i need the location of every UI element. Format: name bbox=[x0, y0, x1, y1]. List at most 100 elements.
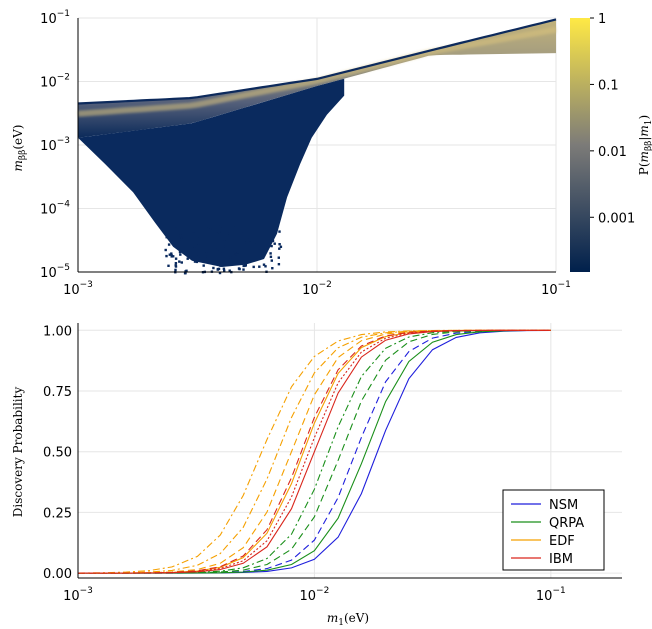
funnel-speck bbox=[197, 244, 200, 247]
x-tick-label: 10−3 bbox=[63, 280, 93, 298]
funnel-speck bbox=[164, 248, 167, 252]
funnel-speck bbox=[237, 267, 241, 270]
funnel-speck bbox=[219, 264, 222, 267]
funnel-speck bbox=[234, 249, 237, 253]
funnel-speck bbox=[275, 225, 279, 229]
funnel-speck bbox=[236, 253, 240, 257]
colorbar-ticks: 1 0.1 0.01 0.001 bbox=[590, 12, 635, 226]
funnel-speck bbox=[205, 225, 208, 228]
funnel-speck bbox=[239, 232, 243, 235]
funnel-speck bbox=[270, 244, 273, 248]
band-ridge bbox=[77, 26, 557, 117]
colorbar-label: P(mββ|m1) bbox=[637, 115, 652, 175]
funnel-speck bbox=[212, 266, 215, 270]
funnel-speck bbox=[179, 234, 182, 237]
funnel-speck bbox=[197, 255, 200, 258]
line-x-ticks: 10−3 10−2 10−1 bbox=[63, 586, 566, 604]
funnel-speck bbox=[231, 261, 235, 265]
funnel-speck bbox=[245, 241, 248, 244]
funnel-speck bbox=[264, 265, 267, 268]
funnel-speck bbox=[269, 252, 272, 255]
funnel-speck bbox=[216, 232, 219, 235]
funnel-speck bbox=[258, 238, 261, 241]
funnel-speck bbox=[269, 255, 273, 258]
funnel-speck bbox=[242, 230, 246, 233]
colorbar-tick-label: 0.01 bbox=[598, 145, 627, 160]
y-tick-label: 1.00 bbox=[43, 324, 72, 339]
legend-label: QRPA bbox=[549, 516, 584, 531]
funnel-speck bbox=[253, 234, 256, 238]
funnel-speck bbox=[216, 267, 220, 271]
colorbar-tick-label: 0.001 bbox=[598, 211, 635, 226]
funnel-speck bbox=[167, 264, 170, 267]
x-tick-label: 10−2 bbox=[300, 586, 330, 604]
funnel-speck bbox=[235, 253, 238, 256]
funnel-region bbox=[78, 78, 345, 267]
series-line bbox=[77, 329, 551, 574]
legend-label: EDF bbox=[549, 534, 575, 549]
funnel-speck bbox=[222, 267, 226, 270]
series-line bbox=[78, 329, 551, 574]
funnel-speck bbox=[180, 261, 183, 264]
funnel-speck bbox=[269, 226, 272, 230]
funnel-speck bbox=[188, 246, 191, 250]
funnel-speck bbox=[174, 262, 178, 265]
funnel-speck bbox=[277, 256, 280, 259]
funnel-speck bbox=[172, 255, 175, 258]
funnel-speck bbox=[242, 248, 246, 251]
funnel-speck bbox=[165, 236, 168, 239]
funnel-speck bbox=[168, 253, 171, 256]
heatmap-x-ticks: 10−3 10−2 10−1 bbox=[63, 280, 571, 298]
line-x-axis-label: m1(eV) bbox=[327, 611, 369, 628]
funnel-speck bbox=[221, 260, 225, 263]
funnel-speck bbox=[278, 247, 281, 250]
funnel-speck bbox=[251, 248, 254, 251]
x-tick-label: 10−2 bbox=[302, 280, 332, 298]
legend-box bbox=[502, 489, 605, 571]
funnel-speck bbox=[184, 271, 187, 275]
funnel-speck bbox=[252, 265, 255, 269]
funnel-speck bbox=[262, 236, 265, 239]
funnel-speck bbox=[179, 253, 182, 256]
funnel-speck bbox=[165, 254, 168, 258]
funnel-speck bbox=[175, 224, 178, 228]
legend: NSM QRPA EDF IBM bbox=[502, 489, 605, 571]
colorbar-gradient bbox=[570, 18, 590, 272]
funnel-speck bbox=[192, 236, 195, 240]
x-tick-label: 10−1 bbox=[536, 586, 566, 604]
funnel-speck bbox=[200, 228, 203, 232]
line-y-ticks: 0.00 0.25 0.50 0.75 1.00 bbox=[43, 324, 72, 582]
funnel-speck bbox=[228, 258, 231, 262]
funnel-speck bbox=[198, 234, 201, 238]
funnel-speck bbox=[217, 230, 221, 234]
funnel-speck bbox=[277, 263, 281, 266]
funnel-speck bbox=[278, 243, 281, 246]
funnel-speck bbox=[202, 264, 205, 267]
funnel-speck bbox=[212, 247, 215, 251]
band-upper-rim bbox=[77, 18, 557, 105]
funnel-speck bbox=[254, 240, 257, 244]
funnel-speck bbox=[191, 257, 195, 261]
funnel-speck bbox=[242, 268, 245, 271]
funnel-speck bbox=[223, 238, 226, 241]
funnel-speck bbox=[274, 231, 277, 234]
funnel-speck bbox=[184, 225, 187, 228]
line-y-axis-label: Discovery Probability bbox=[11, 387, 25, 518]
funnel-speck bbox=[191, 232, 195, 235]
funnel-speck bbox=[230, 245, 233, 248]
x-tick-label: 10−3 bbox=[63, 586, 93, 604]
funnel-speck bbox=[216, 254, 219, 257]
funnel-speck bbox=[186, 257, 189, 260]
funnel-speck bbox=[209, 226, 213, 230]
funnel-speck bbox=[259, 252, 262, 255]
funnel-speck bbox=[234, 226, 237, 229]
funnel-speck bbox=[221, 252, 224, 255]
colorbar-tick-label: 0.1 bbox=[598, 78, 619, 93]
funnel-speck bbox=[222, 245, 225, 248]
funnel-speck bbox=[216, 248, 219, 251]
funnel-speck bbox=[193, 247, 196, 250]
funnel-speck bbox=[271, 239, 275, 243]
funnel-speck bbox=[226, 246, 230, 250]
series-lines bbox=[77, 329, 551, 574]
funnel-speck bbox=[244, 258, 247, 261]
